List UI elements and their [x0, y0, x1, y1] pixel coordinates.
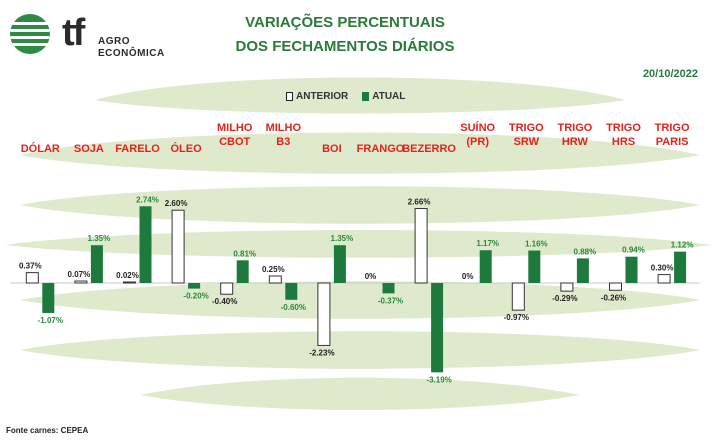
bar-atual [139, 206, 152, 283]
bar-anterior [414, 208, 428, 284]
legend-label-anterior: ANTERIOR [296, 90, 349, 102]
brand-logo: tf AGRO ECONÔMICA [8, 8, 164, 60]
chart-legend: ANTERIOR ATUAL [286, 89, 419, 103]
category-label: TRIGO [606, 122, 641, 134]
category-label: TRIGO [655, 122, 690, 134]
value-label-atual: 1.16% [525, 240, 548, 249]
bar-anterior [609, 282, 622, 291]
value-label-atual: -0.20% [183, 292, 208, 301]
bar-anterior [220, 282, 234, 295]
category-label: SUÍNO [460, 121, 495, 134]
value-label-anterior: -0.26% [601, 293, 626, 302]
category-label: PARIS [656, 136, 689, 148]
bar-atual [625, 256, 638, 283]
bar-anterior [317, 282, 331, 346]
value-label-anterior: 0.25% [262, 265, 285, 274]
bar-atual [479, 250, 492, 283]
bar-atual [528, 250, 541, 283]
legend-item-atual: ATUAL [362, 91, 405, 102]
category-label: TRIGO [509, 122, 544, 134]
report-date: 20/10/2022 [642, 68, 698, 80]
value-label-atual: 0.81% [233, 249, 256, 258]
legend-item-anterior: ANTERIOR [286, 91, 348, 102]
category-label: CBOT [219, 136, 250, 148]
value-label-anterior: 0.30% [651, 264, 674, 273]
value-label-anterior: -2.23% [309, 348, 334, 357]
value-label-atual: 1.12% [671, 241, 694, 250]
value-label-anterior: 0% [462, 272, 474, 281]
category-label: HRS [612, 136, 635, 148]
source-note: Fonte carnes: CEPEA [6, 426, 89, 435]
category-label: SOJA [74, 143, 104, 155]
category-label: FARELO [115, 143, 160, 155]
chart-title-line-1: VARIAÇÕES PERCENTUAIS [245, 14, 445, 31]
bar-atual [333, 245, 346, 283]
value-label-atual: -3.19% [426, 375, 451, 384]
value-label-atual: 0.94% [622, 246, 645, 255]
bar-anterior [74, 280, 88, 284]
bar-atual [674, 251, 687, 283]
category-label: B3 [276, 136, 290, 148]
bar-anterior [268, 275, 282, 284]
category-label: TRIGO [557, 122, 592, 134]
bar-anterior [511, 282, 525, 311]
legend-swatch-atual [362, 91, 370, 101]
category-label: BEZERRO [402, 143, 456, 155]
bar-atual [90, 245, 103, 283]
value-label-atual: 1.35% [331, 234, 354, 243]
bar-anterior [25, 272, 39, 284]
bar-anterior [560, 282, 574, 292]
bar-anterior [171, 209, 185, 284]
category-label: SRW [514, 136, 540, 148]
value-label-atual: -0.37% [378, 296, 403, 305]
bar-anterior [123, 281, 136, 284]
category-label: MILHO [217, 122, 253, 134]
value-label-atual: 1.17% [476, 239, 499, 248]
bar-atual [236, 260, 249, 283]
value-label-anterior: -0.97% [504, 313, 529, 322]
chart-title-line-2: DOS FECHAMENTOS DIÁRIOS [235, 38, 455, 55]
bar-atual [576, 258, 589, 283]
category-label: BOI [322, 143, 342, 155]
logo-mark: tf [62, 12, 85, 54]
value-label-atual: 0.88% [574, 247, 597, 256]
globe-logo-icon [10, 14, 50, 54]
category-label: HRW [562, 136, 589, 148]
value-label-anterior: 2.66% [408, 198, 431, 207]
bar-atual [382, 283, 395, 294]
logo-line-1: AGRO [98, 36, 130, 47]
category-label: FRANGO [357, 143, 405, 155]
category-label: (PR) [466, 136, 489, 148]
value-label-anterior: 0% [365, 272, 377, 281]
value-label-anterior: 2.60% [165, 199, 188, 208]
legend-swatch-anterior [286, 91, 293, 101]
value-label-atual: 1.35% [88, 234, 111, 243]
bar-atual [42, 283, 55, 313]
value-label-anterior: -0.29% [552, 294, 577, 303]
value-label-anterior: -0.40% [212, 297, 237, 306]
category-label: MILHO [266, 122, 302, 134]
logo-line-2: ECONÔMICA [98, 48, 165, 59]
value-label-atual: -1.07% [38, 316, 63, 325]
value-label-atual: 2.74% [136, 195, 159, 204]
category-label: DÓLAR [21, 142, 60, 155]
value-label-atual: -0.60% [281, 303, 306, 312]
legend-label-atual: ATUAL [372, 90, 406, 102]
value-label-anterior: 0.02% [116, 271, 139, 280]
value-label-anterior: 0.07% [68, 270, 91, 279]
bar-atual [285, 283, 298, 300]
category-label: ÓLEO [171, 142, 203, 155]
value-label-anterior: 0.37% [19, 262, 42, 271]
bar-atual [188, 283, 201, 289]
bar-atual [431, 283, 444, 373]
bar-anterior [657, 274, 671, 284]
